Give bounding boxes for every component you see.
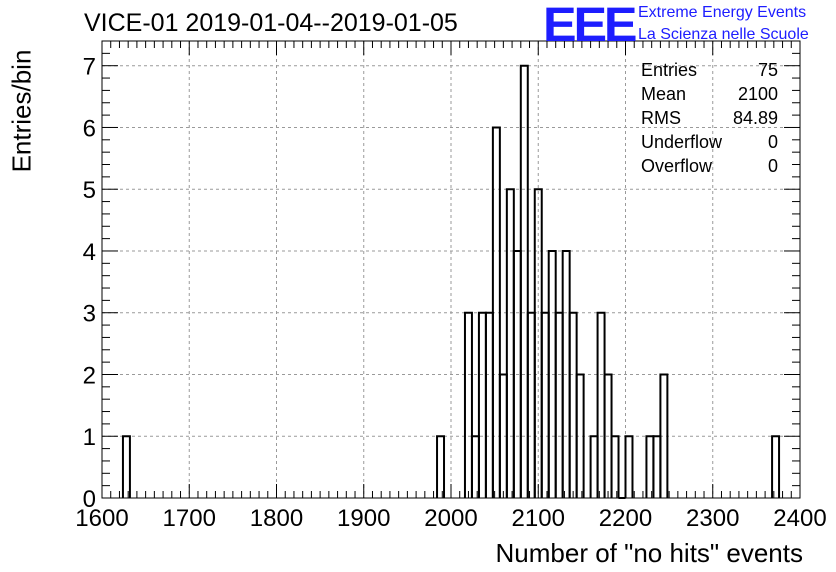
stats-value: 0 bbox=[767, 156, 778, 176]
y-axis-label: Entries/bin bbox=[6, 49, 37, 173]
logo-line-2: La Scienza nelle Scuole bbox=[638, 26, 809, 43]
x-tick-label: 2300 bbox=[686, 505, 739, 532]
stats-value: 2100 bbox=[737, 84, 778, 104]
y-tick-label: 2 bbox=[83, 362, 96, 389]
stats-value: 84.89 bbox=[732, 108, 778, 128]
x-tick-label: 1800 bbox=[250, 505, 303, 532]
histogram-bin bbox=[624, 435, 634, 498]
stats-row-overflow: Overflow 0 bbox=[641, 154, 778, 178]
stats-label: Overflow bbox=[641, 156, 713, 176]
histogram-bin bbox=[470, 435, 480, 498]
histogram-bin bbox=[484, 311, 494, 498]
stats-row-underflow: Underflow 0 bbox=[641, 130, 778, 154]
y-tick-label: 3 bbox=[83, 301, 96, 328]
x-tick-label: 2200 bbox=[599, 505, 652, 532]
x-tick-label: 1600 bbox=[75, 505, 128, 532]
histogram-bin bbox=[554, 311, 564, 498]
histogram-bin bbox=[645, 435, 655, 498]
x-tick-label: 2000 bbox=[424, 505, 477, 532]
histogram-bin bbox=[659, 373, 669, 498]
histogram-bin bbox=[610, 435, 620, 498]
histogram-bin bbox=[477, 311, 487, 498]
histogram-bin bbox=[505, 188, 515, 498]
histogram-bin bbox=[491, 126, 501, 498]
x-axis-label: Number of "no hits" events bbox=[495, 538, 804, 568]
stats-row-rms: RMS 84.89 bbox=[641, 106, 778, 130]
y-tick-label: 4 bbox=[83, 239, 96, 266]
y-tick-label: 7 bbox=[83, 54, 96, 81]
histogram-bin bbox=[526, 311, 536, 498]
histogram-bin bbox=[652, 435, 662, 498]
stats-label: RMS bbox=[641, 108, 681, 128]
stats-label: Mean bbox=[641, 84, 687, 104]
histogram-bin bbox=[589, 435, 599, 498]
y-tick-label: 1 bbox=[83, 424, 96, 451]
stats-row-mean: Mean 2100 bbox=[641, 82, 778, 106]
histogram-bin bbox=[540, 311, 550, 498]
chart-title: VICE-01 2019-01-04--2019-01-05 bbox=[84, 9, 458, 37]
stats-box: Entries 75 Mean 2100 RMS 84.89 Underflow… bbox=[641, 58, 778, 178]
histogram-bin bbox=[436, 435, 446, 498]
stats-row-entries: Entries 75 bbox=[641, 58, 778, 82]
histogram-bin bbox=[596, 311, 606, 498]
stats-value: 75 bbox=[757, 60, 778, 80]
histogram-bin bbox=[575, 373, 585, 498]
x-tick-label: 1700 bbox=[163, 505, 216, 532]
x-tick-label: 2400 bbox=[773, 505, 826, 532]
y-tick-label: 5 bbox=[83, 177, 96, 204]
eee-logo-mark: EEE bbox=[543, 0, 638, 52]
histogram-bin bbox=[519, 64, 529, 498]
stats-label: Entries bbox=[641, 60, 698, 80]
y-tick-label: 6 bbox=[83, 115, 96, 142]
histogram-bin bbox=[463, 311, 473, 498]
stats-label: Underflow bbox=[641, 132, 723, 152]
histogram-bin bbox=[771, 435, 781, 498]
stats-value: 0 bbox=[767, 132, 778, 152]
histogram-bin bbox=[568, 311, 578, 498]
y-tick-label: 0 bbox=[83, 486, 96, 513]
x-tick-label: 1900 bbox=[337, 505, 390, 532]
logo-line-1: Extreme Energy Events bbox=[638, 4, 807, 21]
histogram-bin bbox=[121, 435, 131, 498]
x-tick-label: 2100 bbox=[512, 505, 565, 532]
